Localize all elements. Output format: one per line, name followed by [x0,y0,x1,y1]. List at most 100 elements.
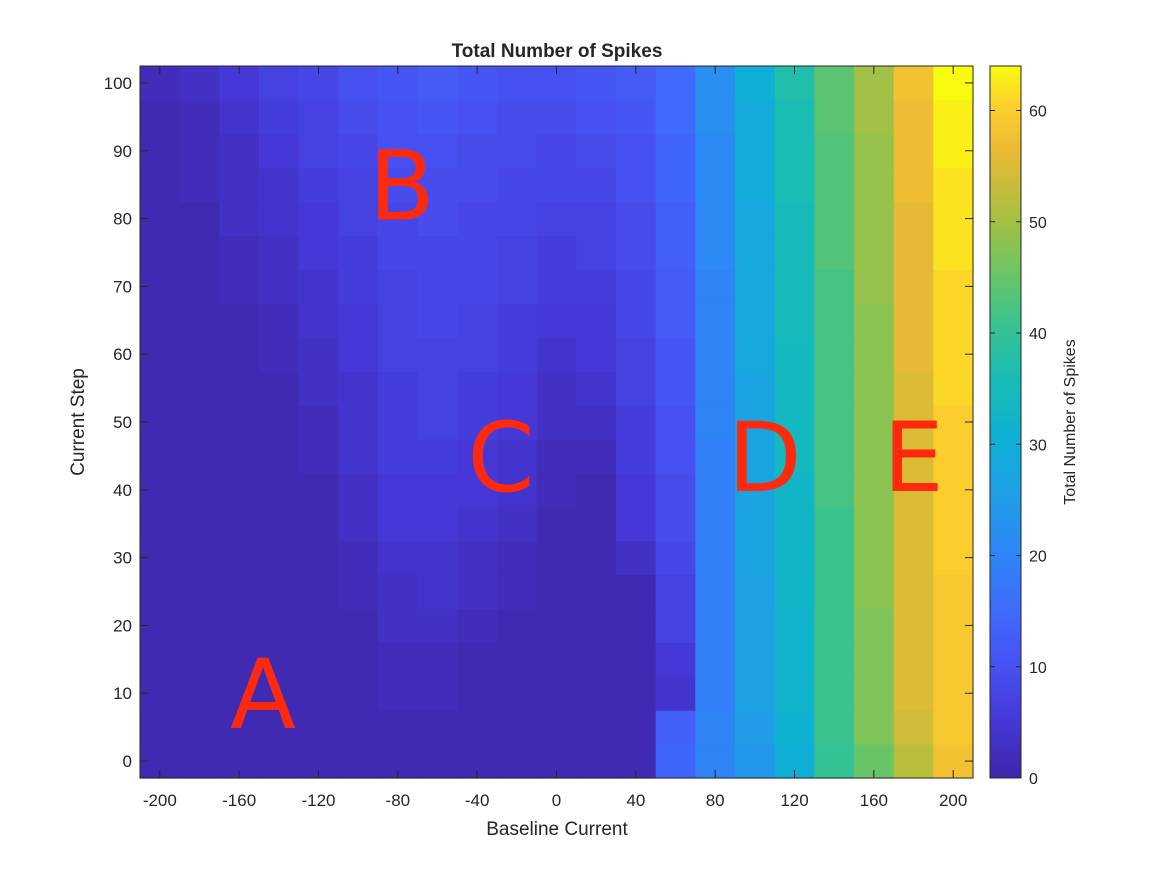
heatmap-cell [814,371,855,406]
heatmap-cell [774,676,815,711]
heatmap-cell [338,438,379,474]
heatmap-cell [378,540,419,576]
heatmap-cell [179,167,220,203]
heatmap-cell [298,303,339,338]
heatmap-cell [536,438,577,474]
heatmap-cell [536,540,577,576]
heatmap-cell [457,608,498,643]
heatmap-cell [616,574,657,610]
heatmap-cell [259,66,300,101]
heatmap-cell [179,337,220,372]
heatmap-cell [774,371,815,406]
heatmap-cell [179,676,220,711]
heatmap-cell [259,99,300,135]
heatmap-cell [933,167,974,203]
heatmap-cell [457,99,498,135]
heatmap-cell [219,99,260,135]
heatmap-cell [497,303,538,338]
heatmap-cell [378,371,419,406]
heatmap-cell [497,472,538,508]
heatmap-cell [893,405,934,440]
heatmap-cell [655,642,696,677]
heatmap-cell [378,235,419,271]
y-tick-label: 40 [113,481,132,500]
heatmap-cell [378,710,419,745]
heatmap-cell [616,337,657,372]
heatmap-cell [457,472,498,508]
heatmap-cell [536,676,577,711]
heatmap-cell [219,438,260,474]
heatmap-cell [735,269,776,304]
heatmap-cell [338,371,379,406]
heatmap-cell [655,574,696,610]
y-axis-label: Current Step [68,368,89,476]
heatmap-cell [219,167,260,203]
heatmap-cell [338,99,379,135]
x-tick-label: 40 [626,791,645,810]
y-tick-label: 20 [113,616,132,635]
heatmap-cell [616,201,657,237]
heatmap-cell [417,303,458,338]
heatmap-cell [378,472,419,508]
heatmap-cell [497,540,538,576]
heatmap-cell [735,66,776,101]
heatmap-cell [536,337,577,372]
heatmap-cell [695,235,736,271]
heatmap-cell [417,337,458,372]
heatmap-cell [140,574,181,610]
heatmap-cell [378,303,419,338]
heatmap-cell [417,133,458,169]
heatmap-cell [378,405,419,440]
heatmap-cell [695,337,736,372]
heatmap-cell [417,710,458,745]
heatmap-cell [774,642,815,677]
heatmap-cell [497,710,538,745]
heatmap-cell [338,676,379,711]
heatmap-cell [695,371,736,406]
heatmap-cell [536,167,577,203]
heatmap-cell [616,99,657,135]
heatmap-cell [893,66,934,101]
heatmap-cell [497,608,538,643]
heatmap-cell [457,337,498,372]
heatmap-cell [933,371,974,406]
heatmap-cell [259,676,300,711]
heatmap-cell [655,235,696,271]
heatmap-cell [933,574,974,610]
heatmap-cell [735,371,776,406]
heatmap-cell [140,235,181,271]
heatmap-cell [814,642,855,677]
heatmap-cell [179,472,220,508]
heatmap-cell [655,337,696,372]
x-tick-label: 80 [706,791,725,810]
heatmap-cell [933,438,974,474]
heatmap-cell [140,642,181,677]
heatmap-cell [457,676,498,711]
colorbar-label: Total Number of Spikes [1062,339,1079,504]
region-label-d: D [728,402,802,514]
heatmap-cell [417,608,458,643]
heatmap-cell [774,235,815,271]
heatmap-cell [338,710,379,745]
heatmap-cell [219,235,260,271]
heatmap-cell [854,574,895,610]
heatmap-cell [378,167,419,203]
heatmap-cell [497,66,538,101]
heatmap-cell [774,303,815,338]
heatmap-cell [219,540,260,576]
x-axis-label: Baseline Current [486,819,628,840]
heatmap-cell [457,133,498,169]
heatmap-cell [417,574,458,610]
region-label-c: C [467,402,534,514]
heatmap-cell [179,540,220,576]
heatmap-cell [814,744,855,779]
heatmap-cell [378,99,419,135]
x-tick-label: -120 [301,791,335,810]
heatmap-cell [298,540,339,576]
heatmap-cell [854,269,895,304]
heatmap-cell [497,574,538,610]
heatmap-cell [457,438,498,474]
heatmap-cell [616,133,657,169]
heatmap-cell [179,608,220,643]
heatmap-cell [735,574,776,610]
